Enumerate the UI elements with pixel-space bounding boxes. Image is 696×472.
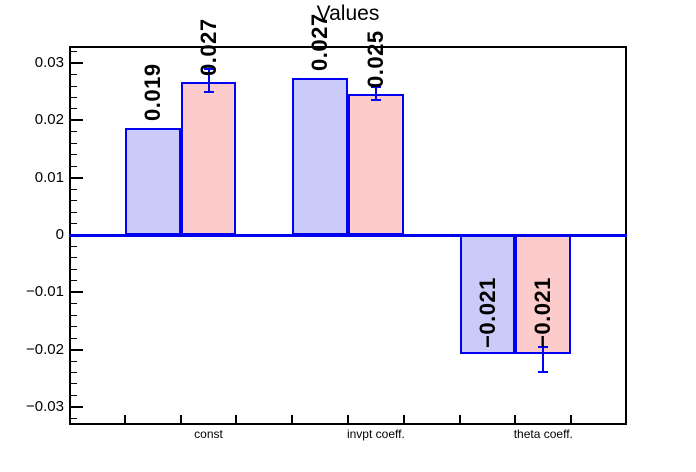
- x-tick: [235, 415, 238, 425]
- y-minor-tick: [69, 74, 77, 76]
- bar-pink: [180, 82, 237, 235]
- y-tick-label: 0.01: [34, 168, 64, 186]
- bar-value-label: 0.027: [195, 17, 221, 76]
- bar-value-label: 0.025: [362, 29, 388, 88]
- y-minor-tick: [69, 268, 77, 270]
- y-tick-label: −0.03: [26, 397, 64, 415]
- y-tick-label: −0.02: [26, 340, 64, 358]
- y-minor-tick: [69, 337, 77, 339]
- x-category-label: invpt coeff.: [346, 427, 405, 441]
- error-bar-cap-bottom: [203, 90, 214, 93]
- y-major-tick: [69, 348, 83, 351]
- y-major-tick: [69, 176, 83, 179]
- y-minor-tick: [69, 394, 77, 396]
- x-tick: [570, 415, 573, 425]
- y-minor-tick: [69, 383, 77, 385]
- y-minor-tick: [69, 417, 77, 419]
- y-tick-label: 0.02: [34, 111, 64, 129]
- y-minor-tick: [69, 326, 77, 328]
- y-minor-tick: [69, 108, 77, 110]
- y-tick-label: 0: [55, 226, 64, 243]
- y-minor-tick: [69, 280, 77, 282]
- bar-value-label: 0.019: [139, 63, 165, 122]
- y-minor-tick: [69, 200, 77, 202]
- bar-value-label: −0.021: [530, 276, 556, 348]
- bar-value-label: −0.021: [474, 276, 500, 348]
- y-minor-tick: [69, 211, 77, 213]
- y-minor-tick: [69, 131, 77, 133]
- y-tick-label: −0.01: [26, 283, 64, 301]
- bar-blue: [292, 77, 348, 235]
- x-tick: [402, 415, 405, 425]
- y-minor-tick: [69, 372, 77, 374]
- x-tick: [458, 415, 461, 425]
- y-major-tick: [69, 291, 83, 294]
- bar-blue: [459, 235, 516, 355]
- y-minor-tick: [69, 85, 77, 87]
- error-bar: [542, 347, 545, 372]
- x-category-label: const: [194, 427, 223, 441]
- y-minor-tick: [69, 245, 77, 247]
- y-minor-tick: [69, 314, 77, 316]
- bar-value-label: 0.027: [307, 13, 333, 72]
- x-tick: [179, 415, 182, 425]
- y-minor-tick: [69, 142, 77, 144]
- x-tick: [291, 415, 294, 425]
- y-minor-tick: [69, 154, 77, 156]
- error-bar: [374, 87, 377, 100]
- y-minor-tick: [69, 257, 77, 259]
- y-minor-tick: [69, 223, 77, 225]
- bar-pink: [515, 235, 572, 355]
- y-major-tick: [69, 405, 83, 408]
- y-minor-tick: [69, 360, 77, 362]
- x-category-label: theta coeff.: [513, 427, 573, 441]
- x-tick: [514, 415, 517, 425]
- x-tick: [123, 415, 126, 425]
- y-minor-tick: [69, 188, 77, 190]
- zero-baseline: [69, 233, 627, 237]
- error-bar-cap-bottom: [370, 98, 381, 101]
- error-bar-cap-top: [538, 346, 549, 349]
- error-bar: [207, 68, 210, 92]
- y-minor-tick: [69, 165, 77, 167]
- y-minor-tick: [69, 96, 77, 98]
- x-tick: [347, 415, 349, 425]
- chart-title: Values: [316, 2, 380, 25]
- error-bar-cap-bottom: [538, 370, 549, 373]
- y-tick-label: 0.03: [34, 54, 64, 72]
- bar-blue: [124, 127, 181, 235]
- error-bar-cap-top: [203, 67, 214, 70]
- y-major-tick: [69, 119, 83, 122]
- y-minor-tick: [69, 51, 77, 53]
- y-minor-tick: [69, 303, 77, 305]
- error-bar-cap-top: [370, 86, 381, 89]
- y-major-tick: [69, 62, 83, 65]
- bar-pink: [348, 94, 404, 235]
